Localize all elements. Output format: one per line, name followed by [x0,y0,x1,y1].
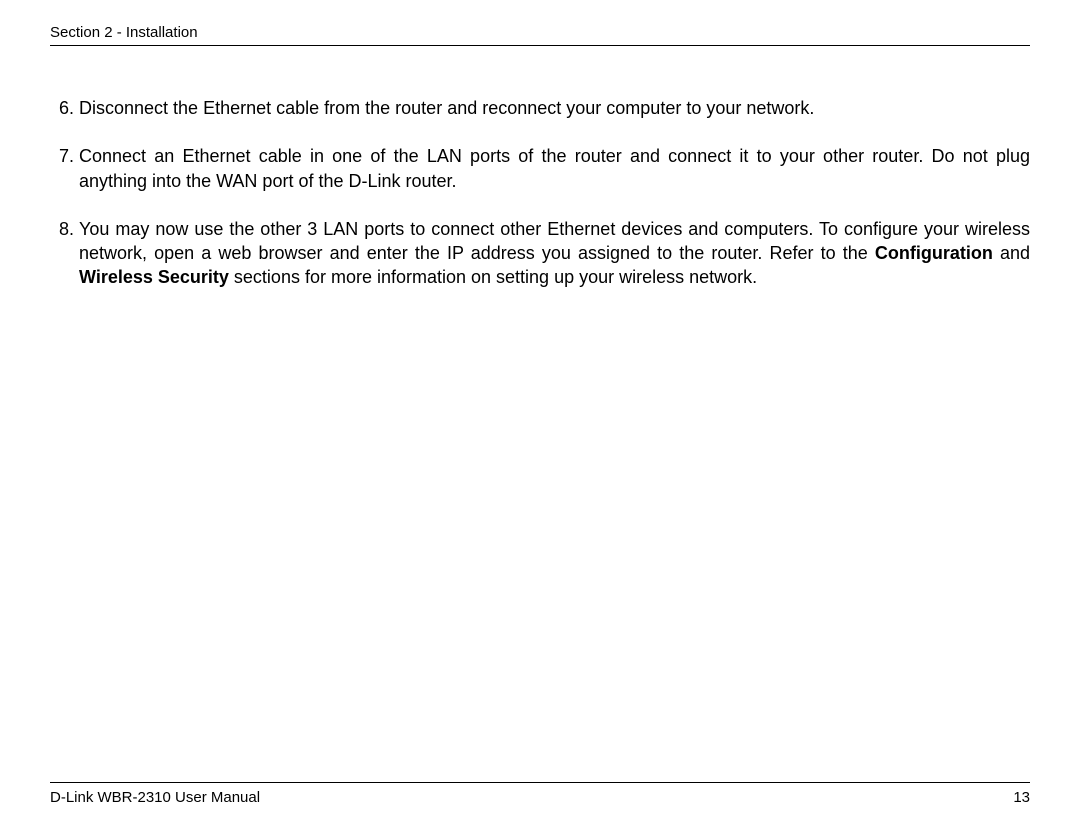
manual-label: D-Link WBR-2310 User Manual [50,789,260,806]
step-text: Connect an Ethernet cable in one of the … [79,144,1030,193]
section-label: Section 2 - Installation [50,24,198,41]
step-6: 6. Disconnect the Ethernet cable from th… [50,96,1030,120]
content-area: 6. Disconnect the Ethernet cable from th… [50,46,1030,782]
step-text: You may now use the other 3 LAN ports to… [79,217,1030,290]
bold-text: Configuration [875,243,993,263]
page-header: Section 2 - Installation [50,24,1030,46]
body-text: Connect an Ethernet cable in one of the … [79,146,1030,190]
step-8: 8. You may now use the other 3 LAN ports… [50,217,1030,290]
step-number: 7. [50,144,74,193]
step-7: 7. Connect an Ethernet cable in one of t… [50,144,1030,193]
body-text: and [993,243,1030,263]
page-number: 13 [1013,789,1030,806]
body-text: Disconnect the Ethernet cable from the r… [79,98,814,118]
body-text: sections for more information on setting… [229,267,757,287]
step-number: 8. [50,217,74,290]
step-number: 6. [50,96,74,120]
page-footer: D-Link WBR-2310 User Manual 13 [50,782,1030,834]
bold-text: Wireless Security [79,267,229,287]
step-text: Disconnect the Ethernet cable from the r… [79,96,1030,120]
page-container: Section 2 - Installation 6. Disconnect t… [0,0,1080,834]
